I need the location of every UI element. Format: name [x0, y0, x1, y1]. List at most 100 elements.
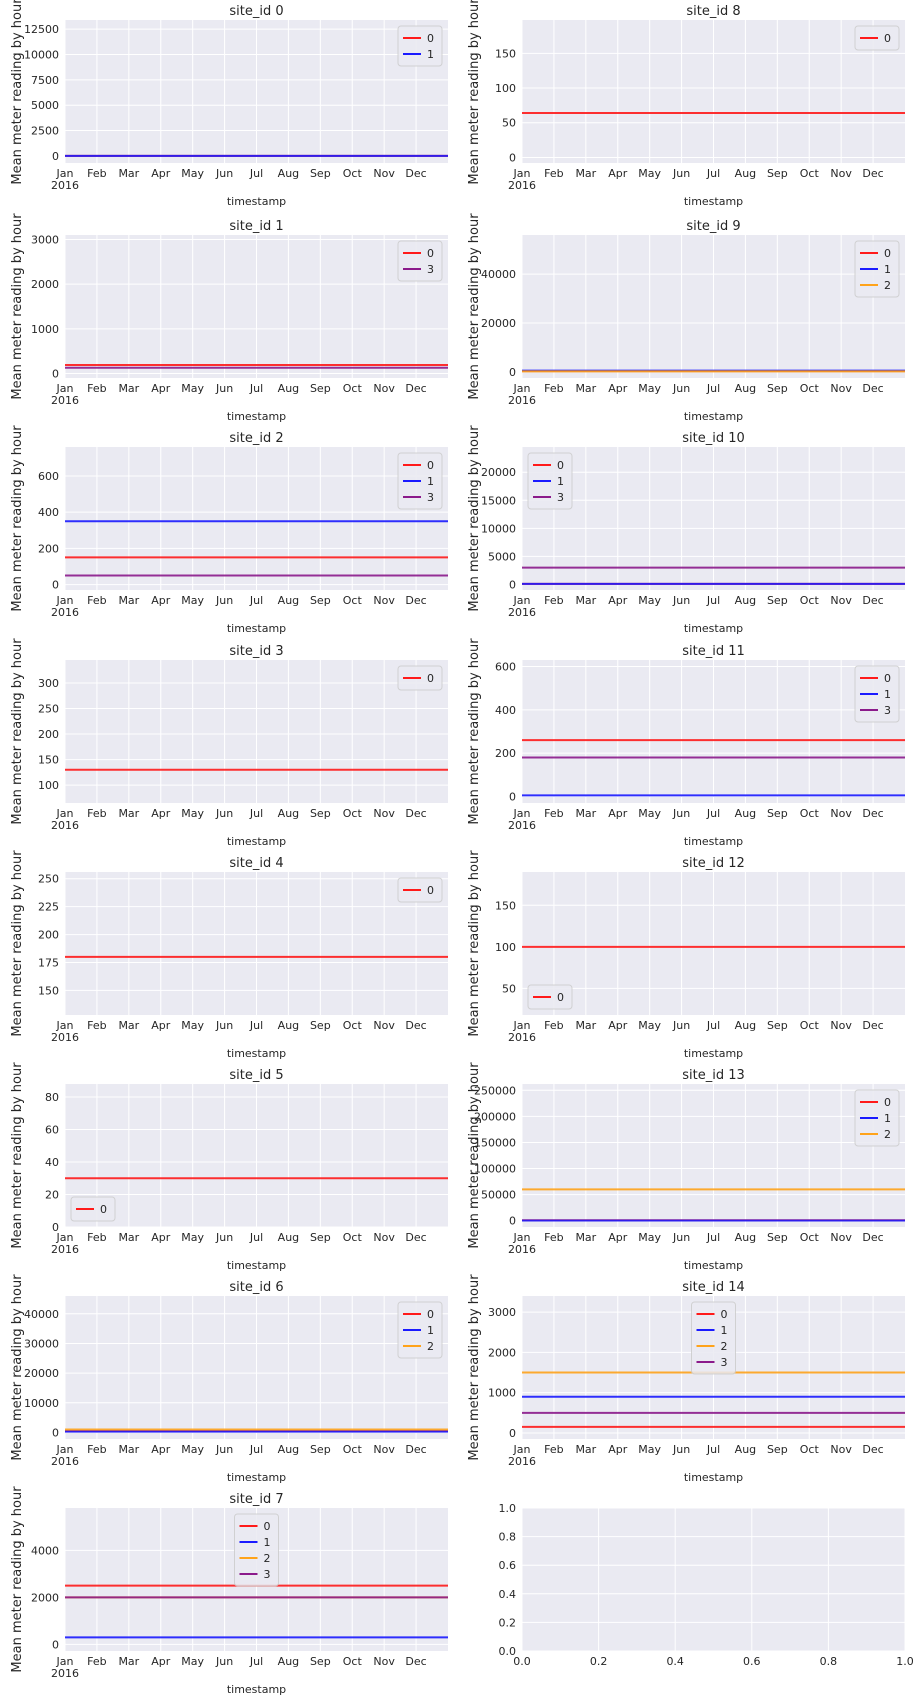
x-tick-label: Nov: [373, 807, 395, 820]
x-tick-label: Feb: [87, 1231, 106, 1244]
x-tick-label: Oct: [343, 1231, 363, 1244]
legend: 0: [397, 665, 443, 691]
x-tick-label: Nov: [830, 807, 852, 820]
y-tick-label: 0: [52, 1426, 59, 1439]
x-tick-label: Apr: [608, 594, 628, 607]
subplot-7: Jan Feb Mar Apr May Jun Jul Aug Sep Oct Nov Dec 2016…: [467, 638, 905, 848]
x-tick-label: Jan: [56, 1655, 74, 1668]
x-year-label: 2016: [51, 1455, 79, 1468]
x-tick-label: Apr: [151, 807, 171, 820]
x-tick-label: Jul: [706, 167, 720, 180]
legend-label: 2: [721, 1340, 728, 1353]
legend-label: 0: [884, 32, 891, 45]
x-year-label: 2016: [51, 819, 79, 832]
x-tick-label: Oct: [343, 594, 363, 607]
x-tick-label: Mar: [575, 1019, 596, 1032]
legend-label: 1: [884, 263, 891, 276]
x-tick-label: Sep: [310, 1443, 331, 1456]
y-tick-label: 20000: [24, 1367, 59, 1380]
x-axis-label: timestamp: [227, 195, 286, 208]
y-tick-label: 2000: [488, 1346, 516, 1359]
x-axis-label: timestamp: [684, 835, 743, 848]
x-tick-label: Dec: [405, 1655, 426, 1668]
x-tick-label: Mar: [575, 807, 596, 820]
x-tick-label: Nov: [373, 594, 395, 607]
y-tick-label: 150: [38, 984, 59, 997]
x-tick-label: Aug: [735, 1019, 756, 1032]
x-axis-label: timestamp: [684, 1259, 743, 1272]
x-axis-label: timestamp: [684, 622, 743, 635]
plot-title: site_id 12: [682, 856, 745, 871]
x-axis-label: timestamp: [227, 1259, 286, 1272]
y-tick-label: 0: [509, 578, 516, 591]
x-tick-label: Sep: [767, 594, 788, 607]
subplot-0: Jan Feb Mar Apr May Jun Jul Aug Sep Oct Nov Dec 2016…: [10, 0, 448, 208]
x-tick-label: Feb: [87, 807, 106, 820]
legend-label: 3: [427, 263, 434, 276]
x-tick-label: Nov: [830, 1443, 852, 1456]
x-tick-label: Feb: [544, 1231, 563, 1244]
y-tick-label: 400: [495, 704, 516, 717]
y-tick-label: 40000: [24, 1308, 59, 1321]
x-tick-label: Dec: [862, 382, 883, 395]
plot-title: site_id 8: [686, 4, 740, 19]
y-tick-label: 0: [52, 579, 59, 592]
x-tick-label: Dec: [405, 1019, 426, 1032]
x-axis-label: timestamp: [684, 1047, 743, 1060]
x-tick-label: Mar: [575, 382, 596, 395]
x-year-label: 2016: [508, 606, 536, 619]
legend: 0 1 2: [854, 1089, 900, 1147]
x-tick-label: Apr: [151, 167, 171, 180]
legend-label: 1: [884, 1112, 891, 1125]
subplot-1: Jan Feb Mar Apr May Jun Jul Aug Sep Oct Nov Dec 2016…: [467, 0, 905, 208]
legend-label: 1: [884, 688, 891, 701]
x-tick-label: Jan: [56, 594, 74, 607]
x-year-label: 2016: [508, 1243, 536, 1256]
legend-label: 2: [884, 279, 891, 292]
legend: 01: [397, 25, 443, 67]
subplot-4: Jan Feb Mar Apr May Jun Jul Aug Sep Oct Nov Dec 2016…: [10, 425, 448, 635]
y-tick-label: 0: [509, 791, 516, 804]
x-tick-label: Jul: [249, 1655, 263, 1668]
x-tick-label: Feb: [87, 594, 106, 607]
x-tick-label: May: [181, 1231, 204, 1244]
x-axis-label: timestamp: [227, 1047, 286, 1060]
legend-label: 0: [427, 459, 434, 472]
plot-title: site_id 7: [229, 1492, 283, 1507]
x-tick-label: Mar: [118, 807, 139, 820]
x-tick-label: Apr: [608, 1019, 628, 1032]
x-tick-label: Jan: [56, 167, 74, 180]
legend-label: 0: [100, 1203, 107, 1216]
x-tick-label: Oct: [800, 382, 820, 395]
legend-box: [691, 1301, 736, 1375]
legend-label: 0: [721, 1308, 728, 1321]
x-tick-label: Apr: [151, 1019, 171, 1032]
x-tick-label: Oct: [343, 167, 363, 180]
x-tick-label: Nov: [373, 1443, 395, 1456]
x-tick-label: Mar: [118, 167, 139, 180]
x-tick-label: Feb: [544, 807, 563, 820]
x-year-label: 2016: [508, 1455, 536, 1468]
y-tick-label: 2500: [31, 125, 59, 138]
x-tick-label: Mar: [575, 167, 596, 180]
x-tick-label: Jan: [513, 1443, 531, 1456]
legend: 0: [854, 25, 900, 51]
y-tick-label: 7500: [31, 74, 59, 87]
y-tick-label: 50000: [481, 1189, 516, 1202]
y-tick-label: 175: [38, 956, 59, 969]
subplot-13: Jan Feb Mar Apr May Jun Jul Aug Sep Oct Nov Dec 2016…: [467, 1274, 905, 1484]
x-tick-label: Nov: [830, 1231, 852, 1244]
x-tick-label: Nov: [373, 167, 395, 180]
legend-label: 0: [884, 1096, 891, 1109]
x-tick-label: Dec: [862, 1019, 883, 1032]
x-axis-label: timestamp: [227, 1683, 286, 1696]
x-axis-label: timestamp: [684, 1471, 743, 1484]
x-tick-label: Feb: [544, 594, 563, 607]
y-tick-label: 20000: [481, 317, 516, 330]
x-tick-label: Sep: [310, 1019, 331, 1032]
x-tick-label: Apr: [608, 167, 628, 180]
x-axis-label: timestamp: [227, 410, 286, 423]
x-tick-label: Apr: [151, 382, 171, 395]
x-tick-label: Mar: [575, 594, 596, 607]
x-year-label: 2016: [51, 179, 79, 192]
